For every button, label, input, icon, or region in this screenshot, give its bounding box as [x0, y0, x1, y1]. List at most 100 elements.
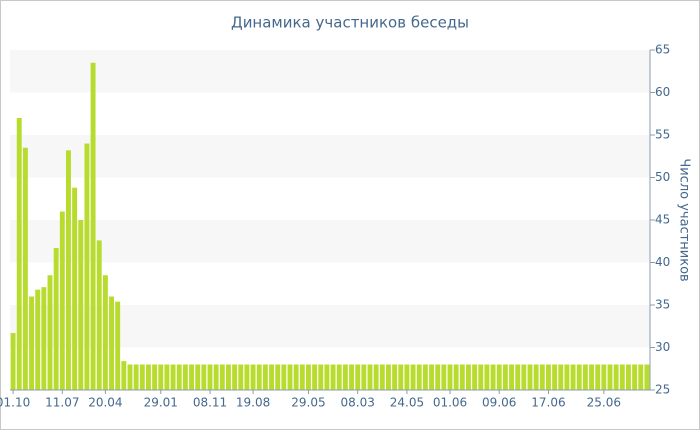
y-tick-label: 55: [655, 128, 670, 142]
bar: [102, 275, 108, 390]
bar: [472, 364, 478, 390]
bar: [213, 364, 219, 390]
bar: [435, 364, 441, 390]
bar: [367, 364, 373, 390]
bar: [595, 364, 601, 390]
bar: [644, 364, 650, 390]
bar: [361, 364, 367, 390]
bar: [416, 364, 422, 390]
bar: [146, 364, 151, 390]
bar: [570, 364, 576, 390]
x-tick-label: 20.04: [88, 396, 122, 410]
bar: [349, 364, 354, 390]
bar: [90, 62, 96, 390]
y-tick-label: 65: [655, 43, 670, 57]
x-tick-label: 01.06: [433, 396, 467, 410]
bar: [539, 364, 545, 390]
bar: [527, 364, 533, 390]
bar: [546, 364, 551, 390]
bar: [373, 364, 379, 390]
bar: [121, 361, 127, 390]
x-tick-label: 29.01: [144, 396, 178, 410]
x-tick-label: 25.06: [587, 396, 621, 410]
bar: [484, 364, 490, 390]
bar: [398, 364, 404, 390]
bar: [35, 289, 41, 390]
bar: [182, 364, 188, 390]
bar: [201, 364, 207, 390]
bar: [176, 364, 182, 390]
bar: [22, 147, 28, 390]
bar: [96, 240, 102, 390]
bar: [342, 364, 348, 390]
bar: [139, 364, 145, 390]
bar: [269, 364, 274, 390]
bar: [355, 364, 361, 390]
bar: [386, 364, 391, 390]
bar: [53, 248, 59, 390]
bar: [287, 364, 293, 390]
bar: [490, 364, 496, 390]
bar: [552, 364, 558, 390]
bar: [422, 364, 428, 390]
bar: [509, 364, 514, 390]
bar: [312, 364, 318, 390]
x-tick-label: 17.06: [531, 396, 565, 410]
x-tick-label: 19.08: [236, 396, 270, 410]
bar: [379, 364, 385, 390]
bar: [47, 275, 53, 390]
y-tick-label: 60: [655, 85, 670, 99]
x-tick-label: 08.03: [341, 396, 375, 410]
bar: [582, 364, 588, 390]
bar: [558, 364, 564, 390]
bar: [10, 333, 16, 390]
x-tick-label: 29.05: [291, 396, 325, 410]
bar: [133, 364, 139, 390]
bar: [115, 301, 121, 390]
bar: [576, 364, 582, 390]
bar: [632, 364, 638, 390]
y-tick-label: 40: [655, 255, 670, 269]
bar: [638, 364, 644, 390]
x-tick-label: 24.05: [390, 396, 424, 410]
bar: [619, 364, 625, 390]
grid-band: [10, 50, 650, 93]
bar: [299, 364, 305, 390]
bar: [256, 364, 262, 390]
bar: [478, 364, 484, 390]
grid-band: [10, 220, 650, 263]
bar: [429, 364, 434, 390]
bar: [404, 364, 410, 390]
bar: [564, 364, 570, 390]
bar: [607, 364, 613, 390]
bar: [41, 287, 47, 390]
bar: [453, 364, 459, 390]
bar: [521, 364, 527, 390]
bar: [207, 364, 213, 390]
bar: [170, 364, 176, 390]
chart-title: Динамика участников беседы: [231, 14, 469, 32]
y-tick-label: 25: [655, 383, 670, 397]
bar: [164, 364, 170, 390]
bar: [613, 364, 619, 390]
bar: [318, 364, 324, 390]
bar: [29, 296, 34, 390]
bar: [219, 364, 225, 390]
y-tick-label: 45: [655, 213, 670, 227]
bar: [238, 364, 244, 390]
bar: [78, 220, 84, 390]
bar: [262, 364, 268, 390]
bar: [410, 364, 416, 390]
y-axis-label: Число участников: [677, 158, 692, 281]
bar: [127, 364, 133, 390]
bar: [72, 187, 78, 390]
x-tick-label: 01.10: [0, 396, 30, 410]
bar: [601, 364, 607, 390]
y-tick-label: 30: [655, 340, 670, 354]
bar: [226, 364, 231, 390]
bar: [59, 211, 65, 390]
y-tick-label: 35: [655, 298, 670, 312]
x-tick-label: 09.06: [482, 396, 516, 410]
x-tick-label: 08.11: [193, 396, 227, 410]
